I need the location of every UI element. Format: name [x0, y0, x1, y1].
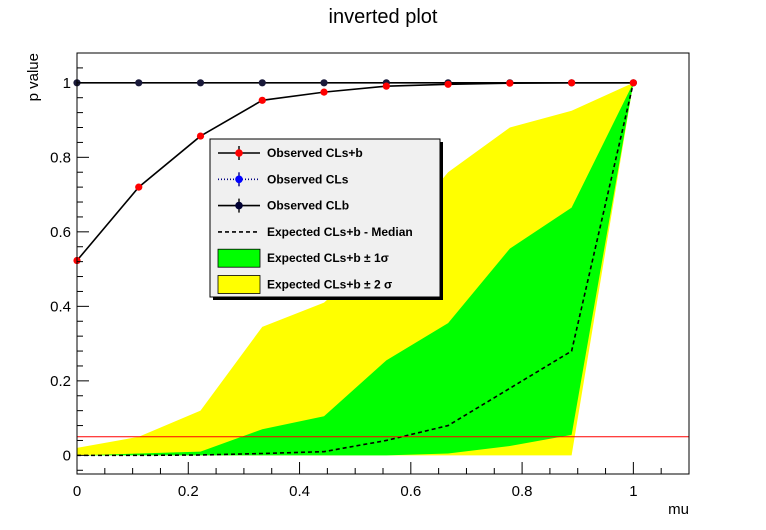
marker-observed-clsb	[629, 79, 637, 87]
legend-label: Observed CLs+b	[267, 146, 363, 160]
marker-observed-clb	[258, 79, 266, 87]
legend-label: Observed CLb	[267, 199, 349, 213]
legend-entry: Observed CLs	[218, 172, 349, 187]
chart-title: inverted plot	[329, 6, 438, 28]
band-1sigma	[77, 82, 634, 456]
marker-observed-clsb	[135, 183, 143, 191]
legend-entry: Expected CLs+b ± 1σ	[217, 248, 389, 268]
legend-label: Expected CLs+b ± 1σ	[267, 251, 389, 265]
x-tick-label: 0.2	[178, 483, 199, 500]
legend-marker	[235, 175, 243, 184]
y-tick-label: 0.8	[50, 149, 71, 166]
y-axis-label: p value	[25, 53, 42, 101]
legend-marker	[235, 201, 243, 210]
marker-observed-clsb	[258, 96, 266, 104]
legend-box	[209, 138, 441, 298]
legend-label: Expected CLs+b - Median	[267, 225, 413, 239]
marker-observed-clsb	[320, 88, 328, 96]
marker-observed-clsb	[444, 80, 452, 88]
marker-observed-clb	[196, 79, 205, 87]
marker-observed-clsb	[382, 82, 390, 90]
series-line-expected-median	[77, 82, 635, 457]
x-tick-label: 1	[629, 483, 637, 500]
y-tick-label: 0	[63, 447, 71, 464]
legend-label: Expected CLs+b ± 2 σ	[267, 278, 392, 292]
marker-observed-clsb	[568, 79, 576, 87]
series-line-observed-clsb	[76, 82, 634, 262]
y-tick-label: 0.6	[50, 224, 71, 241]
marker-observed-clb	[320, 79, 328, 87]
y-tick-label: 0.4	[50, 298, 71, 315]
legend-entry: Expected CLs+b - Median	[218, 225, 413, 239]
x-axis-label: mu	[668, 501, 689, 518]
marker-observed-clb	[135, 79, 143, 87]
legend-box-swatch	[217, 248, 261, 268]
legend-entry: Observed CLs+b	[218, 146, 363, 160]
marker-observed-clsb	[506, 79, 514, 87]
legend-label: Observed CLs	[267, 172, 349, 186]
y-tick-label: 1	[63, 75, 71, 92]
marker-observed-clsb	[196, 132, 205, 140]
x-tick-label: 0	[73, 483, 81, 500]
x-tick-label: 0.6	[400, 483, 421, 500]
x-tick-label: 0.4	[289, 483, 310, 500]
y-tick-label: 0.2	[50, 373, 71, 390]
legend-entry: Expected CLs+b ± 2 σ	[217, 275, 392, 294]
legend-marker	[235, 149, 243, 157]
legend-entry: Observed CLb	[218, 198, 349, 213]
x-tick-label: 0.8	[512, 483, 533, 500]
legend-box-swatch	[217, 275, 261, 294]
